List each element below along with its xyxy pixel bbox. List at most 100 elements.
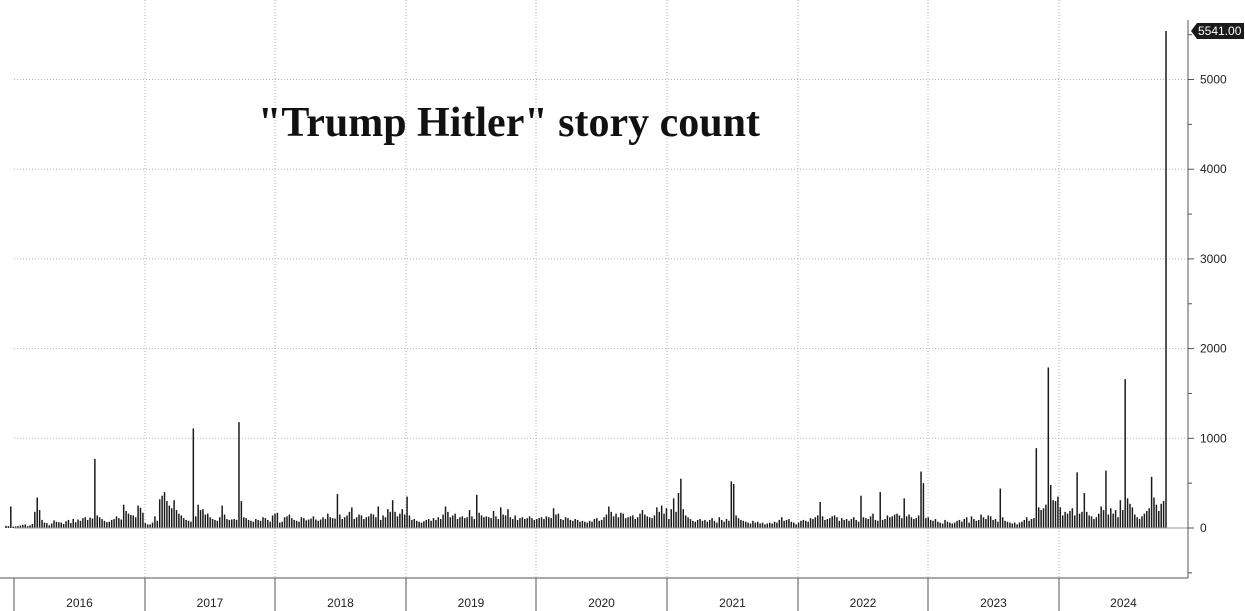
bar bbox=[586, 522, 588, 528]
bar bbox=[1146, 510, 1148, 528]
bar bbox=[291, 518, 293, 528]
bar bbox=[1059, 507, 1062, 528]
bar bbox=[50, 523, 53, 528]
bar bbox=[139, 507, 142, 528]
bar bbox=[536, 519, 538, 528]
bar bbox=[805, 520, 807, 528]
bar bbox=[997, 521, 999, 528]
bar bbox=[197, 504, 199, 528]
bar bbox=[552, 508, 555, 528]
bar bbox=[31, 523, 34, 528]
bar bbox=[896, 513, 898, 528]
bar bbox=[279, 522, 281, 528]
bar bbox=[764, 524, 766, 528]
bar bbox=[238, 422, 240, 528]
bar bbox=[742, 520, 745, 528]
bar bbox=[231, 519, 233, 528]
y-tick-label: 0 bbox=[1200, 521, 1207, 535]
bar bbox=[961, 521, 963, 528]
bar bbox=[487, 517, 490, 528]
bar bbox=[204, 514, 207, 528]
bar bbox=[973, 519, 975, 528]
bar bbox=[1071, 508, 1074, 528]
bar bbox=[869, 516, 872, 528]
bar bbox=[473, 519, 476, 528]
bar bbox=[430, 520, 432, 528]
bar bbox=[653, 515, 656, 528]
bar bbox=[122, 504, 125, 528]
bar bbox=[1158, 510, 1160, 528]
bar bbox=[946, 521, 949, 528]
bar bbox=[235, 519, 238, 528]
bar bbox=[144, 523, 147, 528]
bar bbox=[759, 523, 761, 528]
bar bbox=[454, 513, 456, 528]
x-tick-label: 2022 bbox=[850, 596, 877, 610]
bar bbox=[38, 510, 41, 528]
bar bbox=[701, 520, 704, 528]
bar bbox=[603, 517, 605, 528]
bar bbox=[632, 515, 634, 528]
bar bbox=[423, 521, 425, 528]
chart-axes bbox=[0, 20, 1189, 579]
bar bbox=[298, 521, 300, 528]
bar bbox=[391, 500, 394, 528]
last-value-label: 5541.00 bbox=[1198, 24, 1242, 38]
bar bbox=[540, 517, 543, 528]
bar bbox=[557, 513, 560, 528]
bar bbox=[55, 521, 58, 528]
bar bbox=[877, 520, 879, 528]
bar bbox=[334, 518, 336, 528]
bar bbox=[922, 483, 925, 528]
chart-bars bbox=[5, 31, 1167, 528]
bar bbox=[817, 515, 819, 528]
bar bbox=[1009, 522, 1011, 528]
bar bbox=[264, 518, 267, 528]
bar bbox=[514, 515, 516, 528]
bar bbox=[1124, 379, 1126, 528]
bar bbox=[288, 514, 291, 528]
bar bbox=[243, 517, 245, 528]
bar bbox=[812, 519, 814, 528]
bar bbox=[41, 519, 43, 528]
bar bbox=[1025, 517, 1028, 528]
bar bbox=[166, 501, 168, 528]
bar bbox=[656, 507, 658, 528]
bar bbox=[833, 515, 836, 528]
bar bbox=[934, 519, 937, 528]
bar bbox=[120, 519, 123, 528]
bar bbox=[317, 520, 319, 528]
bar bbox=[168, 505, 171, 528]
bar bbox=[1040, 510, 1042, 528]
bar bbox=[190, 521, 192, 528]
bar bbox=[860, 495, 862, 528]
bar bbox=[1122, 510, 1124, 528]
bar bbox=[548, 517, 550, 528]
bar bbox=[1131, 507, 1134, 528]
bar bbox=[766, 523, 769, 528]
bar bbox=[692, 520, 694, 528]
bar bbox=[182, 518, 185, 528]
bar bbox=[319, 519, 322, 528]
bar bbox=[646, 516, 648, 528]
bar bbox=[435, 519, 437, 528]
bar bbox=[1083, 493, 1086, 528]
bar bbox=[780, 517, 783, 528]
bar bbox=[206, 513, 209, 528]
bar bbox=[543, 519, 545, 528]
bar bbox=[456, 519, 459, 528]
bar bbox=[555, 514, 557, 528]
bar bbox=[106, 522, 108, 528]
bar bbox=[881, 519, 884, 528]
bar bbox=[444, 506, 447, 528]
bar bbox=[72, 519, 74, 528]
bar bbox=[91, 518, 94, 528]
x-tick-label: 2024 bbox=[1110, 596, 1137, 610]
bar bbox=[399, 513, 401, 528]
bar bbox=[286, 516, 288, 528]
bar bbox=[1107, 514, 1110, 528]
bar bbox=[610, 511, 612, 528]
bar bbox=[855, 519, 857, 528]
bar bbox=[608, 506, 610, 528]
bar bbox=[677, 493, 680, 528]
